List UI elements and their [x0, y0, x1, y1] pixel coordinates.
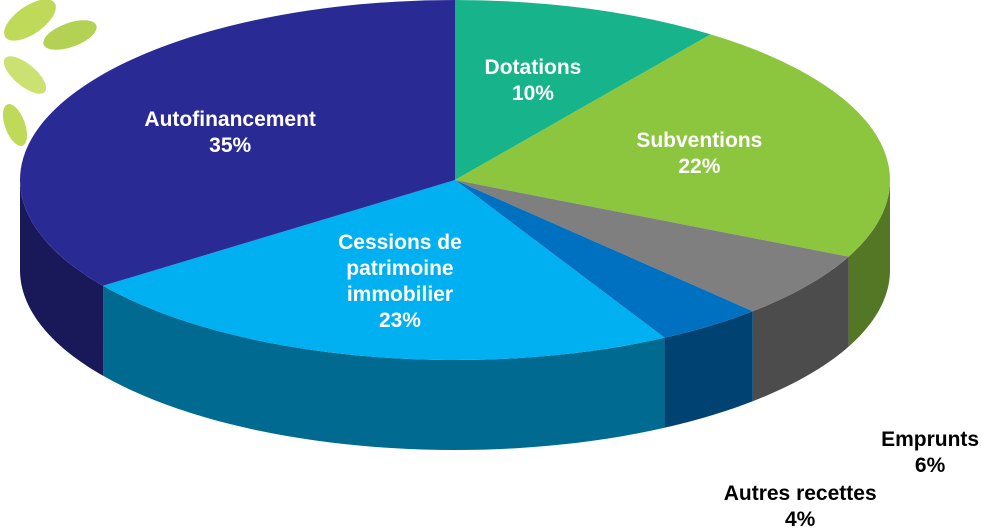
category-label: Autofinancement — [120, 107, 340, 133]
value-label: 4% — [690, 507, 910, 531]
value-label: 10% — [423, 81, 643, 107]
value-label: 6% — [820, 453, 981, 479]
category-label: Cessions de patrimoine immobilier — [320, 230, 480, 308]
value-label: 22% — [589, 154, 809, 180]
chart: Dotations10% Subventions22% Emprunts6%Autr… — [0, 0, 981, 531]
value-label: 23% — [320, 308, 480, 334]
value-label: 35% — [120, 133, 340, 159]
category-label: Dotations — [423, 55, 643, 81]
category-label: Subventions — [589, 128, 809, 154]
category-label: Emprunts — [820, 427, 981, 453]
category-label: Autres recettes — [690, 481, 910, 507]
